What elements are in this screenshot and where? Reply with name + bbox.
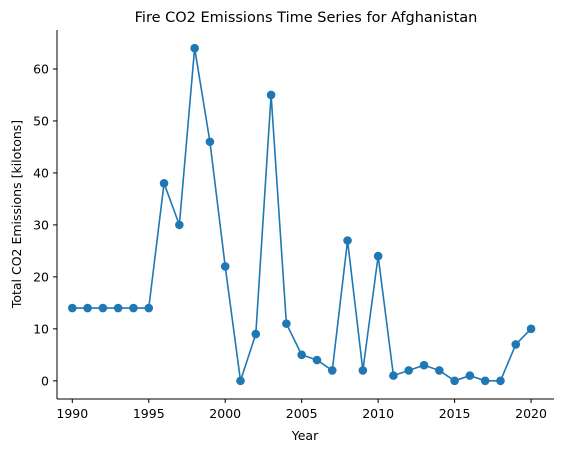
data-point bbox=[113, 303, 123, 313]
x-tick-label: 2005 bbox=[286, 406, 318, 421]
data-point bbox=[465, 371, 475, 380]
data-point bbox=[205, 137, 215, 147]
data-point bbox=[480, 376, 490, 386]
x-tick-label: 2015 bbox=[439, 406, 471, 421]
data-point bbox=[251, 329, 261, 339]
x-tick-label: 2010 bbox=[362, 406, 394, 421]
data-point bbox=[190, 43, 199, 53]
data-point bbox=[297, 350, 306, 360]
y-tick-label: 20 bbox=[33, 269, 49, 284]
series-points bbox=[67, 43, 536, 386]
data-point bbox=[159, 179, 169, 188]
data-point bbox=[343, 236, 352, 245]
data-point bbox=[450, 376, 459, 386]
data-point bbox=[67, 303, 77, 313]
data-point bbox=[373, 251, 383, 261]
y-tick-label: 60 bbox=[33, 61, 49, 76]
y-axis-label: Total CO2 Emissions [kilotons] bbox=[9, 120, 24, 309]
data-point bbox=[236, 376, 245, 386]
data-point bbox=[435, 366, 444, 375]
y-axis-ticks: 0 10 20 30 40 50 60 bbox=[33, 61, 57, 388]
data-point bbox=[282, 319, 291, 328]
y-tick-label: 10 bbox=[33, 321, 49, 336]
x-axis-label: Year bbox=[291, 428, 319, 443]
y-tick-label: 30 bbox=[33, 217, 49, 232]
data-point bbox=[220, 262, 230, 271]
x-axis-ticks: 1990 1995 2000 2005 2010 2015 2020 bbox=[56, 399, 547, 421]
x-tick-label: 2000 bbox=[209, 406, 241, 421]
data-point bbox=[312, 355, 322, 365]
data-point bbox=[266, 90, 276, 100]
data-point bbox=[496, 376, 505, 386]
x-tick-label: 1995 bbox=[133, 406, 165, 421]
x-tick-label: 2020 bbox=[515, 406, 547, 421]
data-point bbox=[175, 220, 184, 230]
y-tick-label: 40 bbox=[33, 165, 49, 180]
y-tick-label: 0 bbox=[41, 373, 49, 388]
data-point bbox=[129, 303, 138, 313]
chart-title: Fire CO2 Emissions Time Series for Afgha… bbox=[135, 10, 478, 26]
data-point bbox=[511, 340, 521, 349]
y-tick-label: 50 bbox=[33, 113, 49, 128]
data-point bbox=[419, 360, 429, 370]
data-point bbox=[526, 324, 536, 334]
data-point bbox=[83, 303, 92, 313]
data-point bbox=[404, 366, 414, 375]
data-point bbox=[389, 371, 398, 380]
data-point bbox=[98, 303, 108, 313]
data-point bbox=[327, 366, 337, 375]
x-tick-label: 1990 bbox=[56, 406, 88, 421]
data-point bbox=[358, 366, 368, 375]
data-point bbox=[144, 303, 154, 313]
series-line bbox=[72, 48, 532, 382]
